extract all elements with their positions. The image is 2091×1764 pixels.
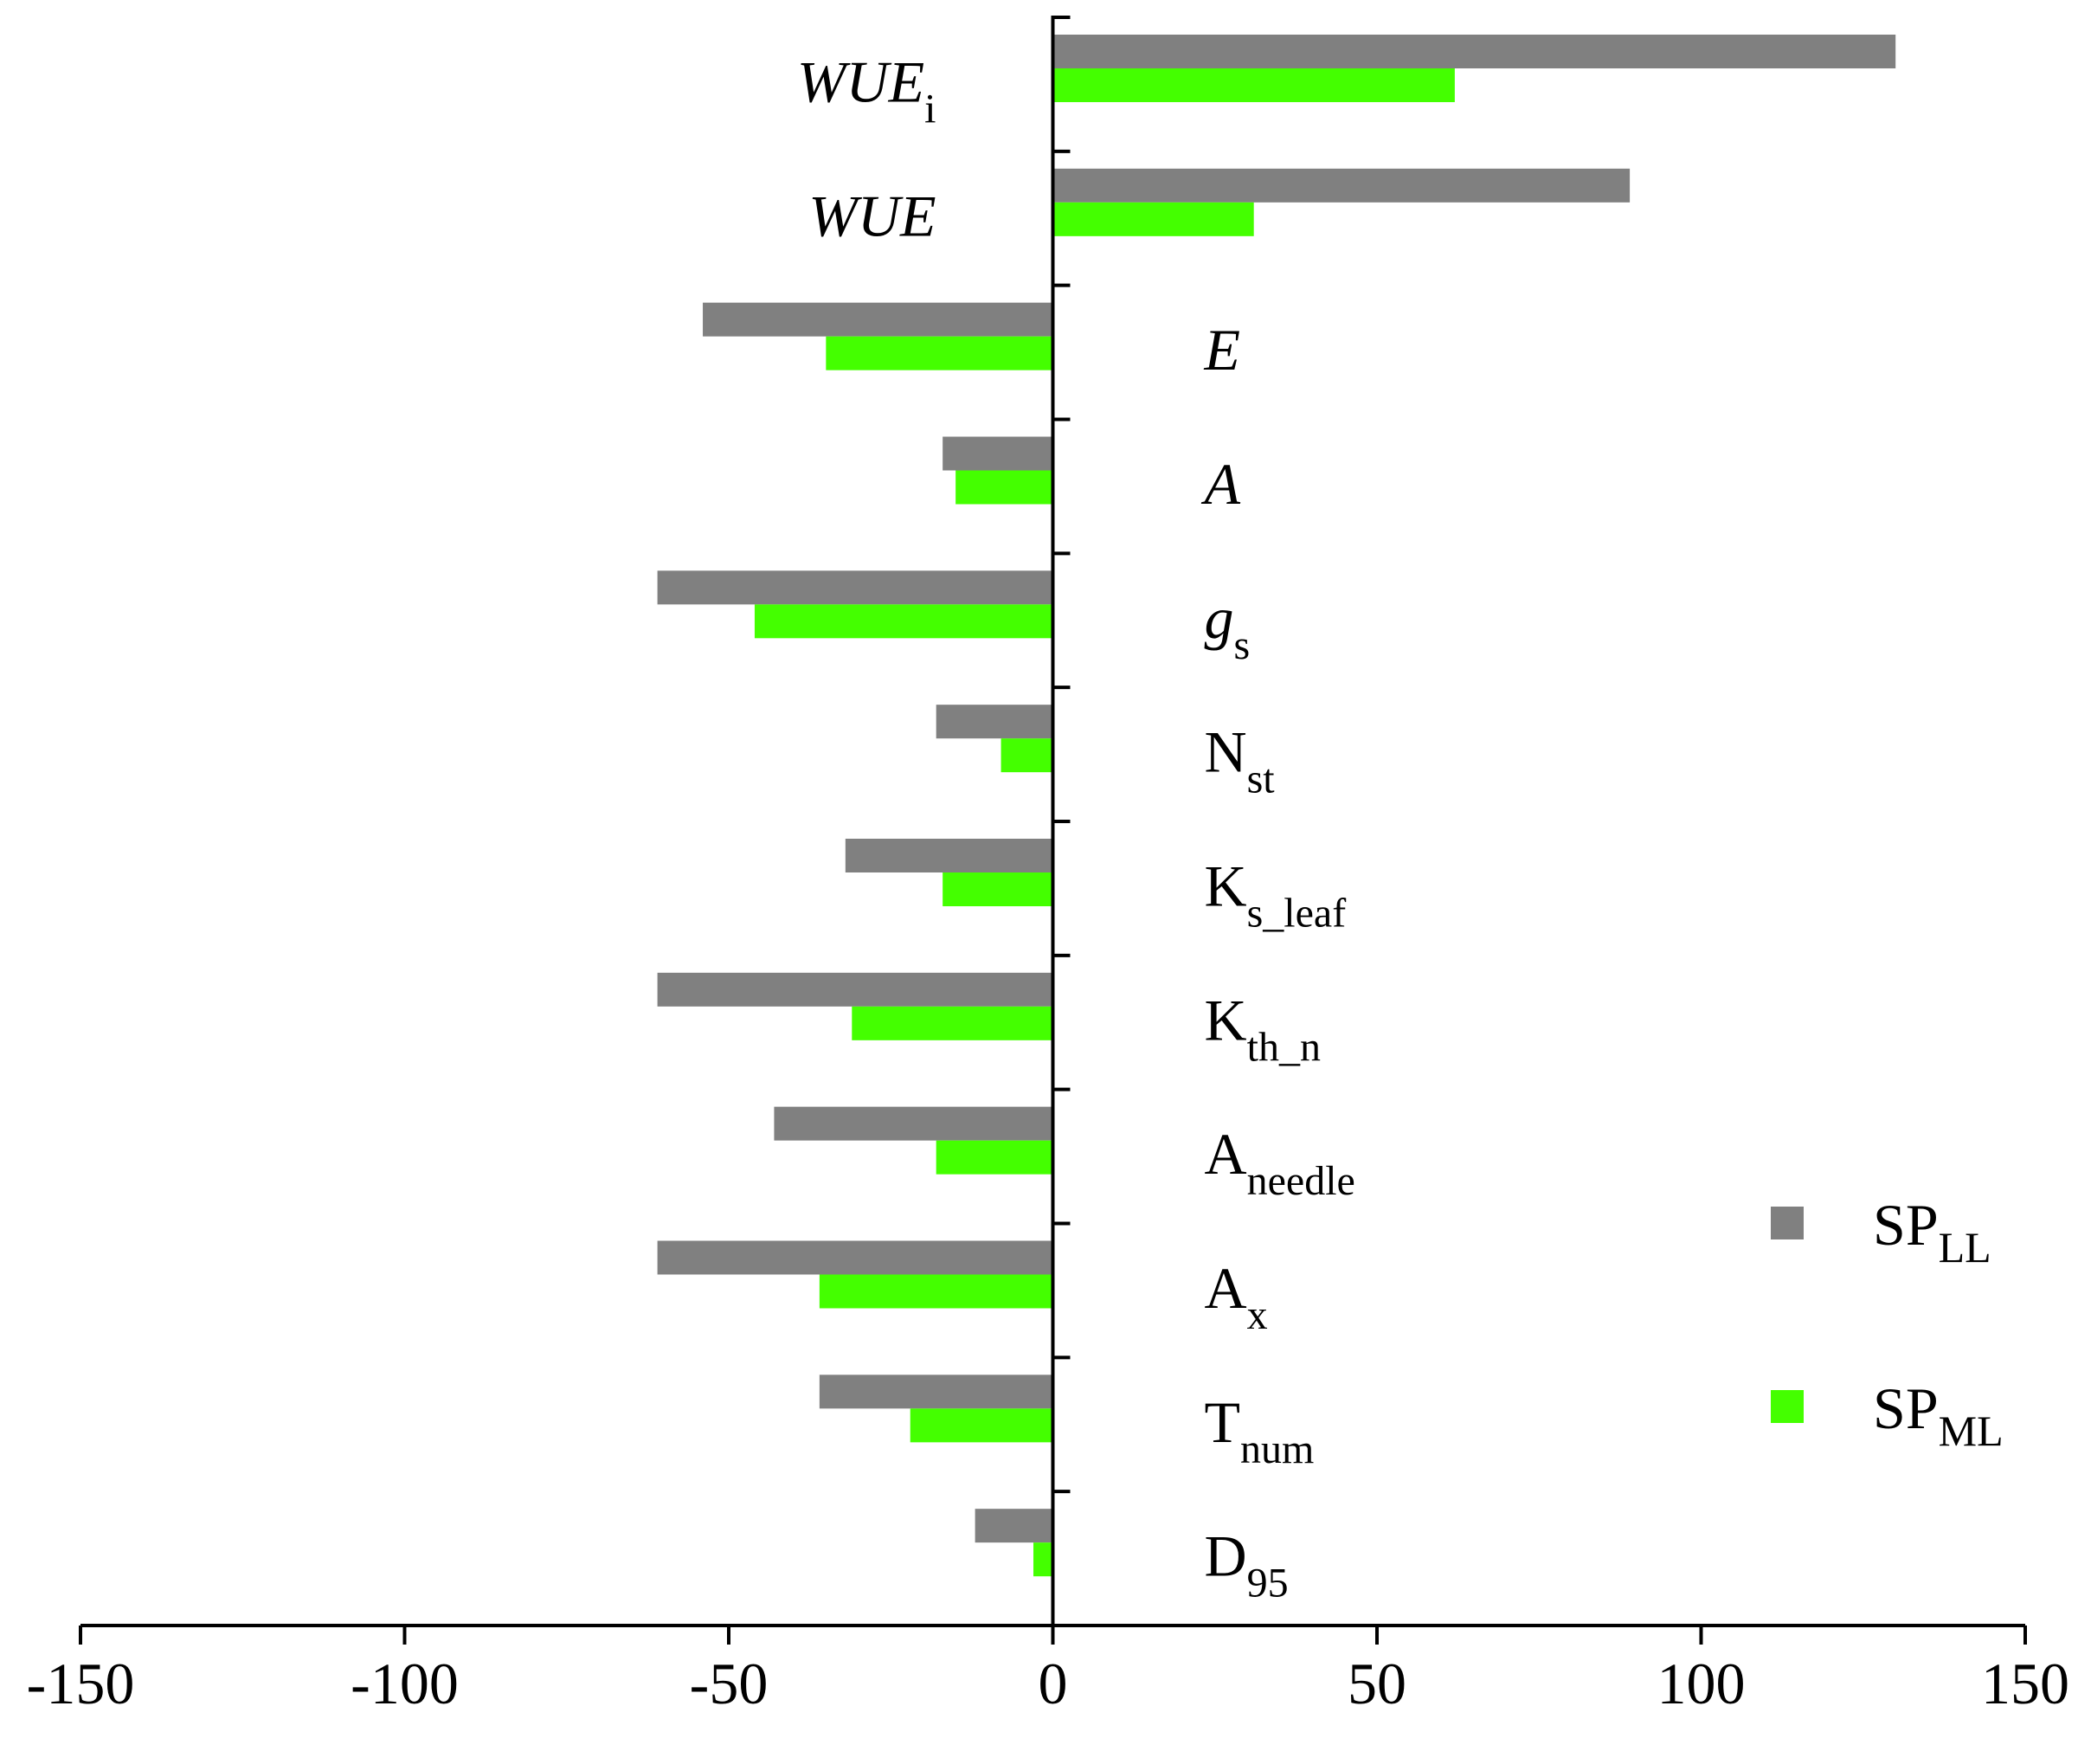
category-label: gs <box>1205 585 1251 668</box>
bar-spml-5 <box>1000 738 1053 773</box>
bar-spll-8 <box>774 1106 1053 1141</box>
bar-spml-3 <box>955 470 1053 505</box>
bar-spll-6 <box>845 839 1053 872</box>
category-label: A <box>1201 451 1241 517</box>
bar-spll-4 <box>657 570 1053 605</box>
x-tick-label: -100 <box>351 1651 459 1716</box>
legend-swatch <box>1771 1390 1804 1423</box>
bar-spll-11 <box>975 1509 1053 1543</box>
category-label: WUE <box>808 183 936 248</box>
x-tick-label: -150 <box>27 1651 135 1716</box>
category-label: Aneedle <box>1205 1121 1355 1204</box>
bar-spml-7 <box>852 1006 1053 1040</box>
category-label: E <box>1204 317 1241 383</box>
bar-spml-4 <box>754 604 1053 639</box>
legend-swatch <box>1771 1207 1804 1239</box>
category-labels-layer: WUEi WUE E Ags Nst Ks_leaf Kth_n Aneedle Ax Tnum D… <box>797 48 1355 1606</box>
axes-layer: -150 -100 -50 0 50 100 150 <box>27 16 2069 1716</box>
bar-spll-1 <box>1052 168 1631 203</box>
bar-spll-10 <box>819 1375 1053 1409</box>
bar-spml-0 <box>1052 68 1455 102</box>
legend: SPLL SPML <box>1771 1192 2004 1455</box>
bar-spll-9 <box>657 1240 1053 1275</box>
category-label: Nst <box>1205 719 1276 802</box>
bar-spll-5 <box>936 705 1053 739</box>
bar-spml-9 <box>819 1274 1053 1309</box>
category-label: Ks_leaf <box>1205 853 1347 936</box>
bar-spll-7 <box>657 972 1053 1007</box>
category-label: Kth_n <box>1205 987 1321 1070</box>
x-tick-label: 50 <box>1348 1651 1406 1716</box>
category-label: WUEi <box>797 48 936 132</box>
legend-label: SPML <box>1873 1375 2004 1455</box>
bars-layer <box>657 35 1896 1577</box>
x-tick-label: 100 <box>1657 1651 1746 1716</box>
legend-label: SPLL <box>1873 1192 1991 1271</box>
bar-spml-1 <box>1052 202 1254 236</box>
x-tick-label: 0 <box>1039 1651 1068 1716</box>
bar-spll-0 <box>1052 35 1896 68</box>
legend-item-spll: SPLL <box>1771 1192 1991 1271</box>
category-label: Ax <box>1205 1255 1268 1338</box>
legend-item-spml: SPML <box>1771 1375 2004 1455</box>
x-tick-label: 150 <box>1981 1651 2069 1716</box>
bar-spml-10 <box>910 1408 1053 1443</box>
bar-spll-2 <box>703 302 1053 337</box>
bar-spll-3 <box>943 436 1053 471</box>
category-label: Tnum <box>1205 1389 1315 1472</box>
bar-spml-6 <box>943 872 1053 906</box>
bar-spml-8 <box>936 1140 1053 1175</box>
x-tick-label: -50 <box>690 1651 769 1716</box>
bar-spml-2 <box>826 336 1053 370</box>
category-label: D95 <box>1205 1523 1289 1606</box>
bar-spml-11 <box>1033 1542 1053 1577</box>
